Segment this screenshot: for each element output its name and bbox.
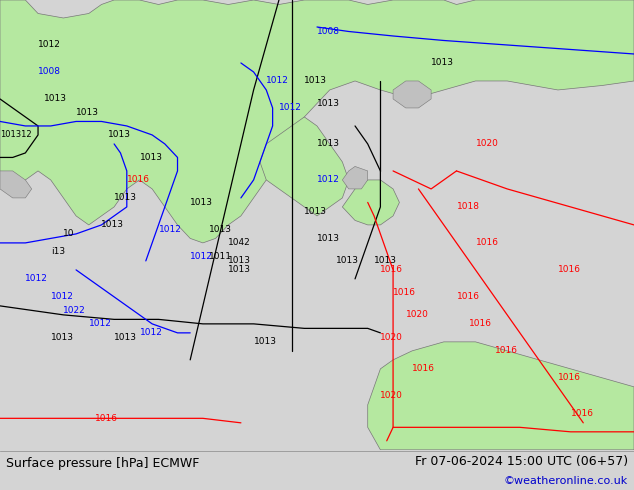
- Text: 1012: 1012: [89, 319, 112, 328]
- Polygon shape: [0, 0, 634, 243]
- Text: 1020: 1020: [380, 392, 403, 400]
- Text: i13: i13: [51, 247, 65, 256]
- Text: Surface pressure [hPa] ECMWF: Surface pressure [hPa] ECMWF: [6, 457, 200, 470]
- Text: 1016: 1016: [393, 288, 416, 297]
- Text: 1012: 1012: [317, 175, 340, 184]
- Text: 1016: 1016: [380, 266, 403, 274]
- Text: 1013: 1013: [114, 194, 137, 202]
- Text: 1013: 1013: [254, 337, 276, 346]
- Text: 1016: 1016: [412, 365, 435, 373]
- Text: 1020: 1020: [476, 140, 498, 148]
- Text: ©weatheronline.co.uk: ©weatheronline.co.uk: [503, 476, 628, 486]
- Text: 1013: 1013: [44, 95, 67, 103]
- Text: 1013: 1013: [139, 153, 162, 162]
- Text: 1012: 1012: [266, 76, 289, 85]
- Text: 1016: 1016: [95, 414, 118, 423]
- Text: 1022: 1022: [63, 306, 86, 315]
- Text: 1008: 1008: [38, 68, 61, 76]
- Polygon shape: [260, 117, 349, 216]
- Text: 1042: 1042: [228, 239, 251, 247]
- Text: 1016: 1016: [469, 319, 492, 328]
- Text: 1020: 1020: [380, 333, 403, 342]
- Polygon shape: [342, 180, 399, 225]
- Text: 1013: 1013: [228, 266, 251, 274]
- Text: 1013: 1013: [304, 76, 327, 85]
- Text: 1013: 1013: [51, 333, 74, 342]
- Text: 1012: 1012: [279, 103, 302, 113]
- Text: 101312: 101312: [0, 130, 32, 140]
- Text: 1020: 1020: [406, 310, 429, 319]
- Text: 1013: 1013: [317, 99, 340, 108]
- Text: 1012: 1012: [51, 293, 74, 301]
- Text: 1012: 1012: [190, 252, 213, 261]
- Text: 1013: 1013: [76, 108, 99, 117]
- Text: 1013: 1013: [101, 220, 124, 229]
- Text: 1013: 1013: [317, 234, 340, 243]
- Text: 1012: 1012: [25, 274, 48, 283]
- Text: 1012: 1012: [139, 328, 162, 338]
- Text: 1016: 1016: [127, 175, 150, 184]
- Text: 1013: 1013: [336, 256, 359, 266]
- Text: 1016: 1016: [571, 409, 593, 418]
- Polygon shape: [342, 167, 368, 189]
- Text: 1016: 1016: [558, 373, 581, 382]
- Text: 1013: 1013: [304, 207, 327, 216]
- Text: 1011: 1011: [209, 252, 232, 261]
- Text: 1013: 1013: [317, 140, 340, 148]
- Polygon shape: [368, 342, 634, 450]
- Text: 1013: 1013: [190, 198, 213, 207]
- Text: 10: 10: [63, 229, 75, 239]
- Text: 1013: 1013: [374, 256, 397, 266]
- Text: 1016: 1016: [456, 293, 479, 301]
- Text: 1013: 1013: [431, 58, 454, 68]
- Text: 1008: 1008: [317, 27, 340, 36]
- Text: 1016: 1016: [476, 239, 498, 247]
- Text: 1013: 1013: [209, 225, 232, 234]
- Text: 1016: 1016: [495, 346, 517, 355]
- Text: Fr 07-06-2024 15:00 UTC (06+57): Fr 07-06-2024 15:00 UTC (06+57): [415, 455, 628, 468]
- Text: 1012: 1012: [38, 41, 61, 49]
- Polygon shape: [393, 81, 431, 108]
- Text: 1013: 1013: [108, 130, 131, 140]
- Text: 1012: 1012: [158, 225, 181, 234]
- Text: 1013: 1013: [228, 256, 251, 266]
- Text: 1013: 1013: [114, 333, 137, 342]
- Text: 1018: 1018: [456, 202, 479, 211]
- Text: 1016: 1016: [558, 266, 581, 274]
- Polygon shape: [0, 171, 32, 198]
